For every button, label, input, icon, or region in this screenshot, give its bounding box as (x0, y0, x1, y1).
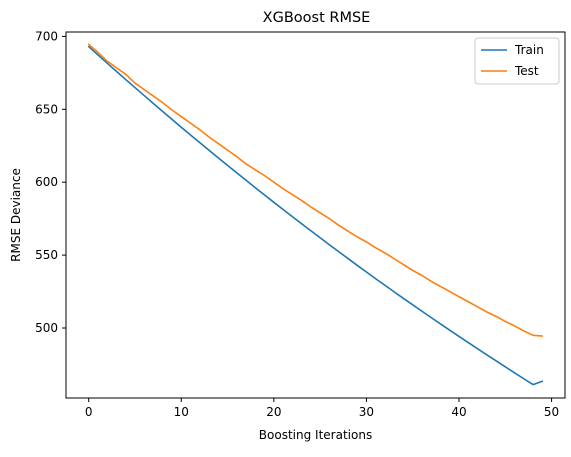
plot-frame (65, 31, 566, 399)
x-tick-label: 30 (359, 405, 374, 419)
x-axis-label: Boosting Iterations (259, 428, 372, 442)
series-line-train (87, 45, 544, 386)
chart-title: XGBoost RMSE (263, 10, 371, 26)
legend: Train Test (474, 37, 560, 85)
series-line-test (87, 43, 544, 337)
x-tick-label: 0 (85, 405, 93, 419)
legend-label-test: Test (514, 64, 539, 78)
x-tick-label: 10 (174, 405, 189, 419)
y-tick-label: 650 (35, 102, 58, 116)
y-axis-ticks: 500 550 600 650 700 (35, 29, 66, 335)
y-tick-label: 700 (35, 29, 58, 43)
x-tick-label: 40 (451, 405, 466, 419)
y-tick-label: 500 (35, 321, 58, 335)
x-axis-ticks: 0 10 20 30 40 50 (85, 398, 559, 419)
y-tick-label: 600 (35, 175, 58, 189)
plot-area: 0 10 20 30 40 50 500 550 600 650 700 (35, 29, 566, 419)
x-tick-label: 50 (544, 405, 559, 419)
y-axis-label: RMSE Deviance (9, 168, 23, 262)
legend-label-train: Train (514, 43, 544, 57)
x-tick-label: 20 (266, 405, 281, 419)
series-layer (87, 43, 544, 386)
y-tick-label: 550 (35, 248, 58, 262)
